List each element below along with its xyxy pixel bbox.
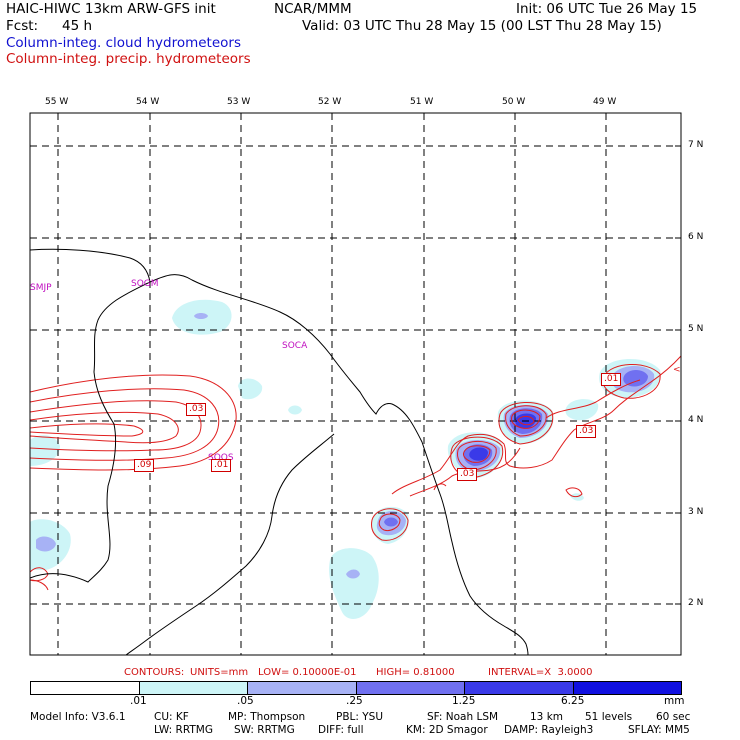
station-smjp: SMJP	[30, 283, 52, 293]
colorbar-segment	[247, 682, 356, 694]
lon-label-52w: 52 W	[318, 97, 342, 107]
station-soos: SOOS	[208, 453, 234, 463]
surface-layer: SFLAY: MM5	[628, 724, 690, 736]
lat-label-7n: 7 N	[688, 140, 704, 150]
colorbar-segment	[31, 682, 139, 694]
lat-label-2n: 2 N	[688, 598, 704, 608]
grid-spacing: 13 km	[530, 711, 564, 723]
cloud-fields	[30, 299, 661, 619]
cumulus-scheme: CU: KF	[154, 711, 189, 723]
contour-units: UNITS=mm	[190, 667, 249, 678]
lat-label-4n: 4 N	[688, 415, 704, 425]
shortwave-scheme: SW: RRTMG	[234, 724, 295, 736]
cloud-patch-d	[30, 435, 60, 466]
cloud-max-a	[469, 447, 488, 461]
contour-label-b: .09	[134, 459, 155, 472]
right-edge-mark: <	[673, 365, 681, 375]
colorbar-segment	[355, 682, 464, 694]
map-ticks	[57, 113, 681, 605]
cloud-patch-f	[329, 548, 379, 619]
colorbar-label-1: .01	[130, 695, 147, 707]
lat-lon-grid	[30, 113, 681, 655]
cloud-peak-d	[384, 517, 398, 527]
colorbar-segment	[464, 682, 573, 694]
microphysics-scheme: MP: Thompson	[228, 711, 306, 723]
cloud-core-a	[194, 313, 208, 319]
station-soca: SOCA	[282, 341, 308, 351]
lon-label-50w: 50 W	[502, 97, 526, 107]
model-title: HAIC-HIWC 13km ARW-GFS init	[6, 1, 216, 17]
lat-label-3n: 3 N	[688, 507, 704, 517]
cloud-patch-b	[238, 378, 263, 400]
colorbar-label-3: .25	[346, 695, 363, 707]
colorbar	[30, 681, 682, 695]
cloud-core-c	[346, 569, 360, 579]
cloud-core-b	[36, 536, 56, 552]
colorbar-label-4: 1.25	[452, 695, 476, 707]
lon-label-55w: 55 W	[45, 97, 69, 107]
lat-label-6n: 6 N	[688, 232, 704, 242]
forecast-label: Fcst:	[6, 18, 39, 34]
colorbar-segment	[572, 682, 681, 694]
pbl-scheme: PBL: YSU	[336, 711, 384, 723]
contour-label-a: .03	[186, 403, 207, 416]
damping-option: DAMP: Rayleigh3	[504, 724, 594, 736]
lon-label-54w: 54 W	[136, 97, 160, 107]
init-time: Init: 06 UTC Tue 26 May 15	[516, 1, 698, 17]
longwave-scheme: LW: RRTMG	[154, 724, 213, 736]
diffusion-option: DIFF: full	[318, 724, 364, 736]
model-info: Model Info: V3.6.1	[30, 711, 126, 723]
cloud-legend: Column-integ. cloud hydrometeors	[6, 35, 242, 51]
time-step: 60 sec	[656, 711, 691, 723]
contour-high: HIGH= 0.81000	[376, 667, 455, 678]
organization-label: NCAR/MMM	[274, 1, 352, 17]
contour-label-e: .01	[601, 373, 622, 386]
cloud-patch-c	[288, 405, 302, 415]
precip-legend: Column-integ. precip. hydrometeors	[6, 51, 251, 67]
colorbar-unit: mm	[664, 695, 685, 707]
contour-label-f: .03	[576, 425, 597, 438]
contour-label-c: .01	[211, 459, 232, 472]
colorbar-label-5: 6.25	[561, 695, 585, 707]
cloud-peak-c	[623, 370, 648, 387]
vertical-levels: 51 levels	[585, 711, 633, 723]
station-sogm: SOGM	[131, 279, 159, 289]
contour-low: LOW= 0.10000E-01	[258, 667, 357, 678]
colorbar-label-2: .05	[237, 695, 254, 707]
lon-label-53w: 53 W	[227, 97, 251, 107]
lat-label-5n: 5 N	[688, 324, 704, 334]
lon-label-51w: 51 W	[410, 97, 434, 107]
contour-interval: INTERVAL=X 3.0000	[488, 667, 593, 678]
coastline	[30, 248, 529, 655]
lon-label-49w: 49 W	[593, 97, 617, 107]
valid-time: Valid: 03 UTC Thu 28 May 15 (00 LST Thu …	[302, 18, 662, 34]
surface-scheme: SF: Noah LSM	[427, 711, 499, 723]
map-frame	[29, 112, 682, 656]
forecast-hour: 45 h	[62, 18, 93, 34]
contour-title: CONTOURS:	[124, 667, 185, 678]
contour-label-d: .03	[457, 468, 478, 481]
eddy-coefficient: KM: 2D Smagor	[406, 724, 488, 736]
precip-contours	[30, 355, 681, 591]
colorbar-segment	[138, 682, 247, 694]
